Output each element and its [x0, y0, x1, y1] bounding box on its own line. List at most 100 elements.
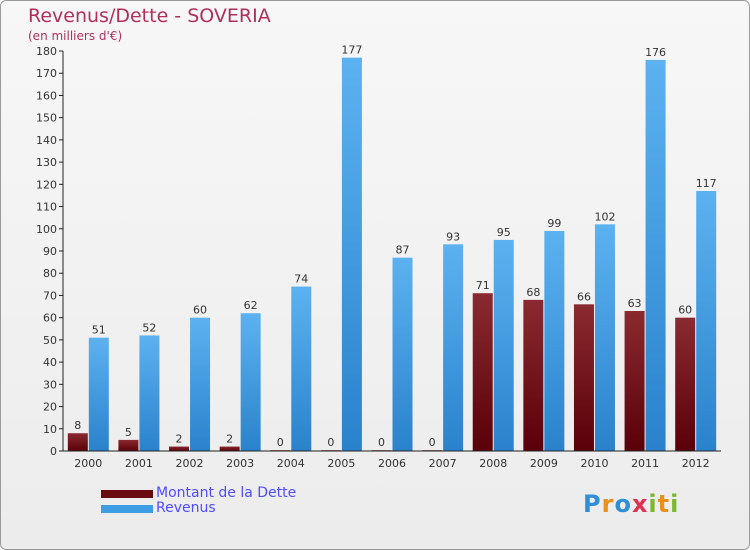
bar-revenus: [392, 257, 413, 451]
x-tick-label: 2004: [277, 457, 305, 470]
y-tick-label: 90: [43, 245, 57, 258]
x-tick-label: 2009: [530, 457, 558, 470]
y-tick-label: 170: [36, 67, 57, 80]
data-label-revenus: 60: [193, 304, 207, 317]
data-label-dette: 0: [429, 436, 436, 449]
bar-revenus: [696, 191, 717, 451]
legend-swatch-revenus: [101, 505, 153, 513]
logo-letter: i: [648, 490, 658, 518]
x-tick-label: 2000: [74, 457, 102, 470]
data-label-revenus: 176: [645, 46, 666, 59]
y-tick-label: 130: [36, 156, 57, 169]
data-label-revenus: 51: [92, 324, 106, 337]
bar-dette: [67, 433, 88, 451]
x-axis-ticks: 2000 2001 2002 2003 2004 2005 2006 2007 2008 2009…: [74, 457, 709, 470]
data-label-revenus: 95: [497, 226, 511, 239]
data-label-revenus: 62: [244, 299, 258, 312]
data-label-revenus: 99: [547, 217, 561, 230]
y-tick-label: 140: [36, 134, 57, 147]
y-tick-label: 30: [43, 378, 57, 391]
bar-dette: [169, 446, 190, 451]
y-tick-label: 40: [43, 356, 57, 369]
x-tick-label: 2005: [327, 457, 355, 470]
chart-title: Revenus/Dette - SOVERIA: [28, 5, 271, 27]
x-tick-label: 2011: [631, 457, 659, 470]
x-tick-label: 2007: [429, 457, 457, 470]
logo-letter: r: [601, 490, 615, 518]
bar-revenus: [291, 286, 312, 451]
data-label-revenus: 177: [341, 44, 362, 57]
data-label-revenus: 87: [396, 244, 410, 257]
bar-revenus: [645, 59, 666, 452]
bar-revenus: [240, 313, 261, 451]
bars: [67, 57, 717, 452]
logo-letter: o: [614, 490, 632, 518]
bar-dette: [573, 304, 594, 451]
bar-dette: [624, 311, 645, 451]
legend-swatch-debt: [101, 490, 153, 498]
data-label-dette: 8: [74, 419, 81, 432]
bar-dette: [118, 439, 139, 451]
data-label-dette: 0: [327, 436, 334, 449]
bar-revenus: [594, 224, 615, 451]
logo-letter: x: [631, 490, 649, 518]
data-label-revenus: 102: [594, 210, 615, 223]
y-tick-label: 150: [36, 112, 57, 125]
y-tick-label: 160: [36, 89, 57, 102]
y-tick-label: 70: [43, 289, 57, 302]
y-tick-label: 60: [43, 312, 57, 325]
data-label-revenus: 52: [142, 321, 156, 334]
data-label-revenus: 93: [446, 230, 460, 243]
logo-letter: i: [670, 490, 680, 518]
bar-revenus: [88, 337, 109, 451]
y-axis-ticks: 0 10 20 30 40 50 60 70 80 90 100 110 120 130 140 150 160…: [36, 45, 63, 458]
bar-revenus: [443, 244, 464, 451]
data-label-dette: 0: [378, 436, 385, 449]
bar-dette: [675, 317, 696, 451]
logo-letter: t: [657, 490, 671, 518]
y-tick-label: 100: [36, 223, 57, 236]
chart-subtitle: (en milliers d'€): [28, 29, 123, 43]
logo-letter: P: [583, 490, 602, 518]
data-label-dette: 60: [678, 304, 692, 317]
y-tick-label: 120: [36, 178, 57, 191]
data-label-dette: 63: [628, 297, 642, 310]
y-tick-label: 20: [43, 401, 57, 414]
data-label-dette: 0: [277, 436, 284, 449]
data-label-revenus: 117: [696, 177, 717, 190]
y-tick-label: 10: [43, 423, 57, 436]
bar-revenus: [493, 239, 514, 451]
data-labels: 8 51 5 52 2 60 2 62 0 74 0 177 0 87 0 93 71 95 68 99 66 102 63…: [74, 44, 716, 450]
data-label-revenus: 74: [294, 273, 308, 286]
bar-dette: [219, 446, 240, 451]
y-tick-label: 50: [43, 334, 57, 347]
bar-dette: [523, 299, 544, 451]
legend-label-revenus: Revenus: [156, 500, 216, 516]
y-tick-label: 110: [36, 201, 57, 214]
data-label-dette: 2: [176, 433, 183, 446]
bar-revenus: [544, 231, 565, 451]
data-label-dette: 68: [526, 286, 540, 299]
data-label-dette: 66: [577, 290, 591, 303]
proxiti-logo: Proxiti: [583, 490, 679, 518]
x-tick-label: 2010: [580, 457, 608, 470]
data-label-dette: 2: [226, 433, 233, 446]
bar-revenus: [190, 317, 211, 451]
bar-revenus: [139, 335, 160, 451]
x-tick-label: 2006: [378, 457, 406, 470]
y-tick-label: 0: [50, 445, 57, 458]
data-label-dette: 71: [476, 279, 490, 292]
x-tick-label: 2012: [682, 457, 710, 470]
legend-label-debt: Montant de la Dette: [156, 485, 297, 501]
x-tick-label: 2002: [176, 457, 204, 470]
bar-dette: [472, 293, 493, 451]
x-tick-label: 2003: [226, 457, 254, 470]
data-label-dette: 5: [125, 426, 132, 439]
y-tick-label: 180: [36, 45, 57, 58]
x-tick-label: 2001: [125, 457, 153, 470]
y-tick-label: 80: [43, 267, 57, 280]
x-tick-label: 2008: [479, 457, 507, 470]
bar-revenus: [341, 57, 362, 452]
